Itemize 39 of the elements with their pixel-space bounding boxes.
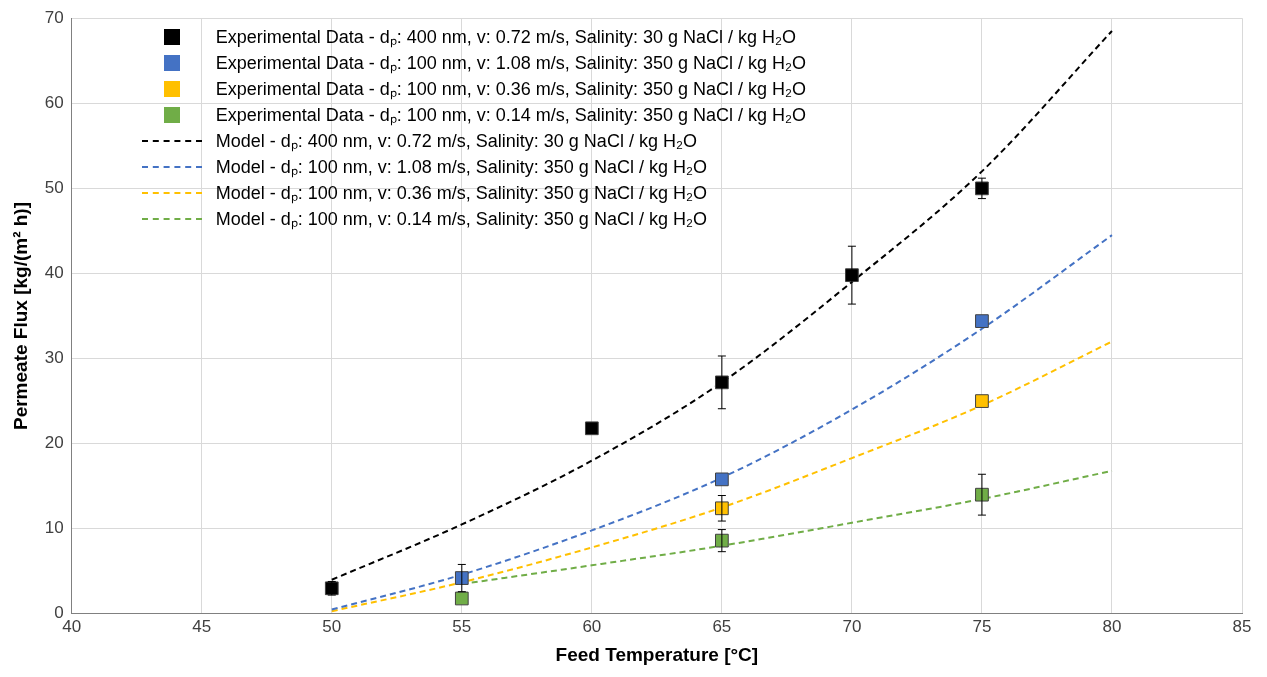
point <box>584 421 599 436</box>
x-tick-label: 45 <box>192 616 212 636</box>
x-tick-label: 50 <box>322 616 342 636</box>
x-tick-label: 70 <box>842 616 862 636</box>
legend-label: Model - dₚ: 100 nm, v: 1.08 m/s, Salinity: 350 g NaCl / kg H₂O <box>215 156 707 180</box>
y-tick-label: 10 <box>44 518 64 538</box>
point <box>454 571 469 585</box>
legend-label: Experimental Data - dₚ: 400 nm, v: 0.72 m/s, Salinity: 30 g NaCl / kg H₂O <box>215 26 796 50</box>
legend-label: Experimental Data - dₚ: 100 nm, v: 0.14 m/s, Salinity: 350 g NaCl / kg H₂O <box>215 104 806 128</box>
point <box>715 472 729 487</box>
y-tick-label: 70 <box>44 7 64 27</box>
point <box>975 394 989 408</box>
legend-label: Model - dₚ: 100 nm, v: 0.14 m/s, Salinity: 350 g NaCl / kg H₂O <box>215 208 707 232</box>
x-tick-label: 60 <box>582 616 602 636</box>
point <box>975 181 989 196</box>
x-tick-label: 40 <box>62 616 82 636</box>
line-series <box>330 234 1113 611</box>
y-tick-label: 50 <box>44 178 64 198</box>
y-tick-label: 0 <box>54 603 64 623</box>
x-tick-label: 85 <box>1232 616 1252 636</box>
point <box>454 591 469 606</box>
y-tick-label: 30 <box>44 348 64 368</box>
y-tick-label: 40 <box>44 263 64 283</box>
x-tick-label: 75 <box>972 616 992 636</box>
y-tick-label: 60 <box>44 92 64 112</box>
legend-label: Experimental Data - dₚ: 100 nm, v: 1.08 m/s, Salinity: 350 g NaCl / kg H₂O <box>215 52 806 76</box>
legend-label: Model - dₚ: 400 nm, v: 0.72 m/s, Salinity: 30 g NaCl / kg H₂O <box>215 130 697 154</box>
line-series <box>330 340 1113 613</box>
legend-label: Experimental Data - dₚ: 100 nm, v: 0.36 m/s, Salinity: 350 g NaCl / kg H₂O <box>215 78 806 102</box>
point <box>975 314 989 328</box>
legend-label: Model - dₚ: 100 nm, v: 0.36 m/s, Salinity: 350 g NaCl / kg H₂O <box>215 182 707 206</box>
x-axis-title: Feed Temperature [°C] <box>555 643 759 665</box>
x-tick-label: 55 <box>452 616 472 636</box>
point <box>715 375 729 390</box>
point <box>845 268 859 283</box>
y-tick-label: 20 <box>44 433 64 453</box>
y-axis-title: Permeate Flux [kg/(m² h)] <box>9 201 31 431</box>
x-tick-label: 65 <box>712 616 732 636</box>
x-tick-label: 80 <box>1102 616 1122 636</box>
